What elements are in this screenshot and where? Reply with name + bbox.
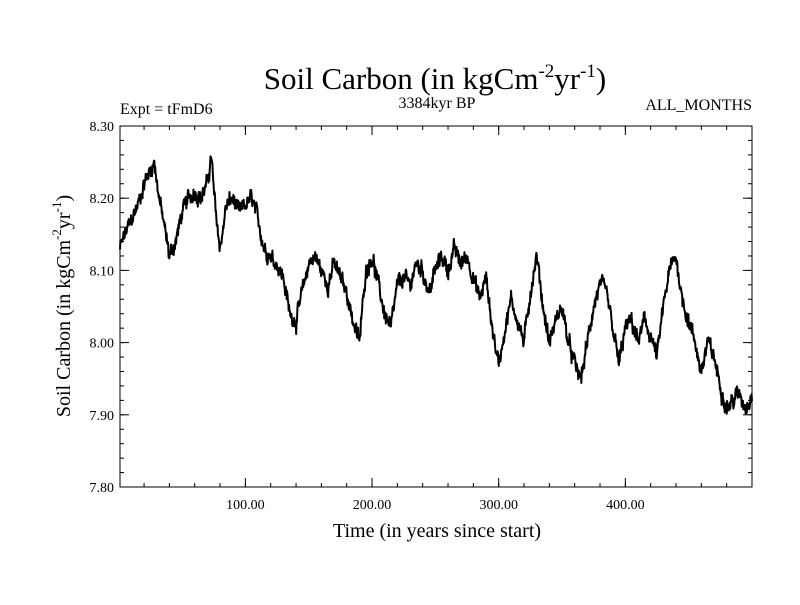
y-tick-label: 8.30 — [90, 120, 115, 135]
y-axis-title: Soil Carbon (in kgCm-2yr-1) — [49, 195, 75, 417]
y-tick-label: 8.20 — [90, 192, 115, 207]
y-tick-label: 8.10 — [90, 264, 115, 279]
x-tick-label: 300.00 — [479, 498, 518, 513]
y-tick-label: 7.80 — [90, 481, 115, 496]
x-tick-label: 100.00 — [226, 498, 265, 513]
x-tick-label: 200.00 — [353, 498, 392, 513]
chart-title: Soil Carbon (in kgCm-2yr-1) — [264, 61, 607, 96]
y-tick-label: 7.90 — [90, 409, 115, 424]
months-label: ALL_MONTHS — [645, 97, 752, 114]
experiment-label: Expt = tFmD6 — [120, 101, 213, 118]
plot-frame — [119, 125, 753, 488]
period-label: 3384kyr BP — [399, 95, 476, 112]
y-tick-label: 8.00 — [90, 337, 115, 352]
x-axis-title: Time (in years since start) — [333, 520, 541, 542]
x-tick-label: 400.00 — [606, 498, 645, 513]
series-line-soil-carbon — [119, 155, 753, 415]
